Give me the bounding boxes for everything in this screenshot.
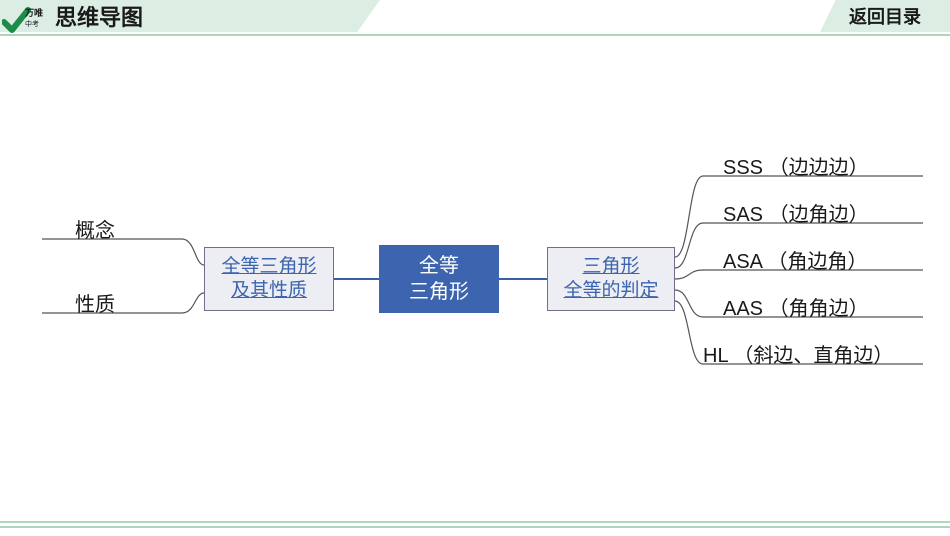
root-line2: 三角形 [409, 279, 469, 305]
left-sub-line1: 全等三角形 [221, 255, 316, 279]
left-leaf: 性质 [75, 288, 115, 317]
leaf-label: 概念 [75, 220, 115, 242]
right-sub-line1: 三角形 [582, 255, 639, 279]
right-leaf: ASA （角边角） [723, 245, 867, 274]
right-leaf: AAS （角角边） [723, 292, 869, 321]
logo-sub: 中考 [25, 19, 39, 28]
page-title-banner: 思维导图 [0, 0, 380, 32]
mindmap-root-node: 全等 三角形 [379, 245, 499, 313]
right-sub-line2: 全等的判定 [563, 279, 658, 303]
right-leaf: SAS （边角边） [723, 198, 869, 227]
brand-logo: 万唯 中考 [2, 4, 48, 34]
logo-text: 万唯 [24, 7, 43, 18]
left-sub-node[interactable]: 全等三角形 及其性质 [204, 247, 334, 311]
header-bar: 思维导图 万唯 中考 返回目录 [0, 0, 950, 36]
left-sub-line2: 及其性质 [231, 279, 307, 303]
right-sub-node[interactable]: 三角形 全等的判定 [547, 247, 675, 311]
leaf-label: AAS （角角边） [723, 298, 869, 320]
left-leaf: 概念 [75, 214, 115, 243]
right-leaf: HL （斜边、直角边） [703, 339, 893, 368]
root-line1: 全等 [419, 253, 459, 279]
leaf-label: ASA （角边角） [723, 251, 867, 273]
leaf-label: 性质 [75, 294, 115, 316]
right-leaf: SSS （边边边） [723, 151, 869, 180]
mindmap-canvas: 全等 三角形 全等三角形 及其性质 三角形 全等的判定 概念 性质 SSS （边… [0, 36, 950, 521]
return-label: 返回目录 [849, 3, 921, 29]
leaf-label: SAS （边角边） [723, 204, 869, 226]
leaf-label: HL （斜边、直角边） [703, 345, 893, 367]
return-toc-button[interactable]: 返回目录 [820, 0, 950, 32]
page-title: 思维导图 [55, 0, 143, 32]
leaf-label: SSS （边边边） [723, 157, 869, 179]
